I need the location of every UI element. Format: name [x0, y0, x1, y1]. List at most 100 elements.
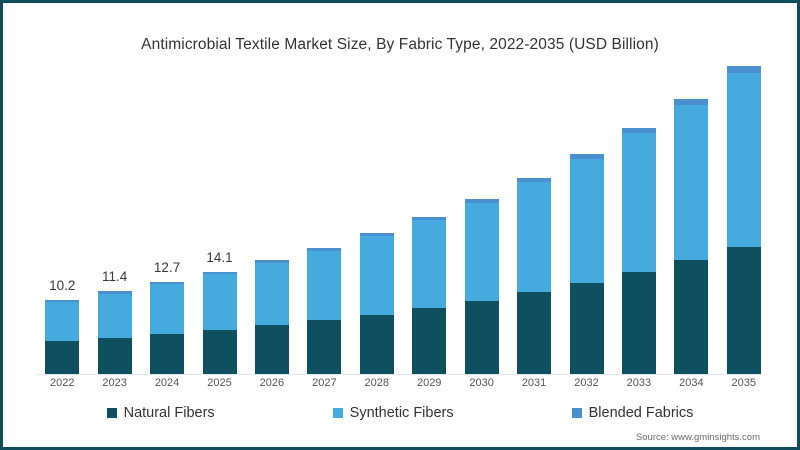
legend-swatch-icon: [571, 408, 582, 418]
bar-value-label: 10.2: [49, 278, 76, 294]
x-axis-tick-label: 2030: [469, 377, 494, 389]
bar-stack: [412, 216, 447, 374]
bar-stack: [726, 65, 761, 374]
bar-column[interactable]: [307, 84, 342, 374]
bar-segment: [97, 293, 132, 338]
bar-stack: [359, 233, 394, 374]
bar-stack: [307, 247, 342, 374]
bar-segment: [45, 300, 80, 303]
bar-segment: [412, 220, 447, 309]
bar-segment: [45, 340, 80, 374]
bar-segment: [517, 292, 552, 374]
bar-segment: [307, 247, 342, 251]
legend-swatch-icon: [106, 408, 117, 418]
x-axis-tick-label: 2029: [416, 377, 442, 389]
x-axis-tick-label: 2023: [102, 377, 127, 389]
bar-segment: [674, 105, 709, 261]
bar-column[interactable]: [726, 65, 761, 374]
legend-label: Natural Fibers: [123, 405, 215, 421]
bar-segment: [517, 181, 552, 293]
x-axis-tick-label: 2022: [49, 377, 75, 389]
x-axis-tick-label: 2034: [679, 377, 704, 389]
bar-segment: [674, 98, 709, 106]
bar-segment: [254, 325, 289, 374]
bar-segment: [412, 216, 447, 221]
bar-segment: [307, 320, 342, 374]
bar-column[interactable]: 11.4: [97, 84, 132, 374]
bar-stack: [150, 281, 185, 374]
bar-segment: [254, 260, 289, 264]
x-axis-tick-label: 2027: [312, 377, 337, 389]
bar-column[interactable]: [359, 84, 394, 374]
bar-segment: [202, 273, 237, 330]
bar-stack: [254, 260, 289, 374]
bar-segment: [464, 202, 499, 301]
x-axis-tick-label: 2026: [259, 377, 285, 389]
x-axis-ticks: 2022 2023 2024 2025 2026 2027 2028 2029 2030 2031…: [36, 377, 770, 395]
bar-stack: [202, 271, 237, 374]
bar-segment: [621, 133, 656, 272]
bar-segment: [150, 281, 185, 285]
bar-column[interactable]: [569, 84, 604, 374]
bar-stack: [674, 98, 709, 374]
bar-segment: [45, 302, 80, 341]
bar-column[interactable]: [412, 84, 447, 374]
bar-segment: [569, 159, 604, 283]
bar-segment: [726, 247, 761, 374]
x-axis-tick-label: 2031: [521, 377, 547, 389]
bar-stack: [45, 300, 80, 374]
chart-title: Antimicrobial Textile Market Size, By Fa…: [141, 36, 659, 53]
bar-segment: [569, 154, 604, 160]
source-attribution: Source: www.gminsights.com: [635, 432, 760, 443]
bar-value-label: 14.1: [206, 249, 233, 265]
bar-segment: [202, 329, 237, 374]
bar-segment: [674, 260, 709, 374]
bar-segment: [150, 284, 185, 335]
plot-area: 10.2 11.4 12.7 14.1: [36, 65, 770, 374]
bar-column[interactable]: [674, 84, 709, 374]
x-axis-tick-label: 2024: [154, 377, 180, 389]
x-axis-tick-label: 2028: [364, 377, 390, 389]
bar-stack: [621, 127, 656, 374]
legend-label: Synthetic Fibers: [349, 405, 454, 421]
bar-segment: [464, 300, 499, 374]
bar-segment: [569, 282, 604, 374]
bar-column[interactable]: [254, 84, 289, 374]
legend-label: Blended Fabrics: [588, 405, 694, 421]
bar-stack: [97, 291, 132, 374]
chart-legend: Natural Fibers Synthetic Fibers Blended Fa…: [6, 402, 794, 424]
x-axis-tick-label: 2032: [574, 377, 599, 389]
bar-segment: [359, 233, 394, 237]
bar-value-label: 11.4: [102, 269, 128, 285]
x-axis-tick-label: 2035: [731, 377, 757, 389]
bar-column[interactable]: 10.2: [45, 84, 80, 374]
bar-stack: [464, 199, 499, 374]
bar-segment: [202, 271, 237, 274]
bar-segment: [307, 250, 342, 321]
bar-stack: [517, 177, 552, 374]
bar-segment: [517, 177, 552, 182]
legend-swatch-icon: [332, 408, 343, 418]
legend-item[interactable]: Natural Fibers: [106, 405, 215, 421]
bar-column[interactable]: 14.1: [202, 84, 237, 374]
bar-segment: [464, 199, 499, 203]
bar-value-label: 12.7: [153, 259, 181, 275]
bar-column[interactable]: [517, 84, 552, 374]
bar-segment: [97, 291, 132, 294]
bar-stack: [569, 154, 604, 374]
bar-column[interactable]: 12.7: [150, 84, 185, 374]
bar-segment: [359, 236, 394, 315]
x-axis-line: [36, 374, 762, 375]
bar-segment: [97, 337, 132, 374]
bar-segment: [726, 65, 761, 74]
legend-item[interactable]: Synthetic Fibers: [332, 405, 454, 421]
bar-column[interactable]: [621, 84, 656, 374]
chart-canvas: Antimicrobial Textile Market Size, By Fa…: [6, 6, 794, 444]
bar-segment: [254, 263, 289, 326]
x-axis-tick-label: 2025: [207, 377, 232, 389]
bar-segment: [726, 73, 761, 248]
bar-segment: [412, 308, 447, 374]
legend-item[interactable]: Blended Fabrics: [571, 405, 694, 421]
bar-column[interactable]: [464, 84, 499, 374]
